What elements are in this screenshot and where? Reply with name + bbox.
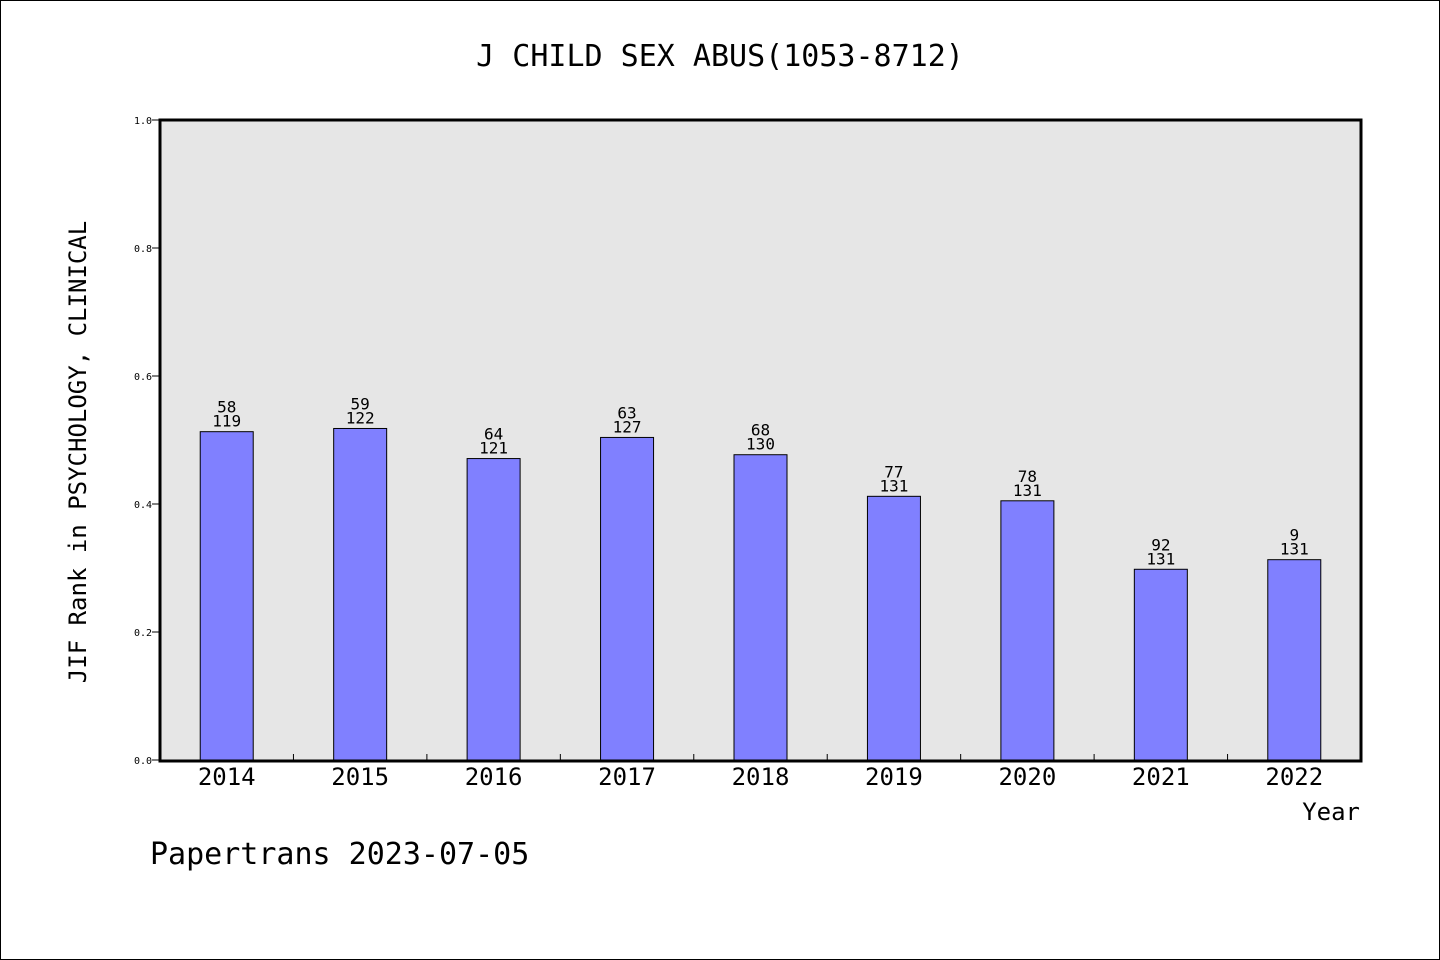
bar-2017 [600,436,655,761]
bar-total-label-2018: 130 [746,435,775,454]
bar-2022 [1267,559,1322,761]
x-tick-label-2018: 2018 [732,763,790,791]
bar-rank-label-2016: 64 [484,425,503,444]
bar-rank-label-2021: 92 [1151,535,1170,554]
bar-total-label-2021: 131 [1146,549,1175,568]
x-tick-label-2021: 2021 [1132,763,1190,791]
bar-rank-label-2020: 78 [1018,467,1037,486]
bar-rank-label-2019: 77 [884,462,903,481]
y-axis-label: JIF Rank in PSYCHOLOGY, CLINICAL [64,221,92,683]
bar-2014 [199,431,254,761]
chart-title: J CHILD SEX ABUS(1053-8712) [476,39,964,74]
bar-total-label-2022: 131 [1280,540,1309,559]
x-tick-label-2017: 2017 [598,763,656,791]
bar-total-label-2016: 121 [479,439,508,458]
y-tick-label: 0.0 [134,756,152,767]
y-tick-label: 0.6 [134,372,152,383]
bar-2020 [1000,500,1055,761]
y-tick-label: 1.0 [134,116,152,127]
bar-rank-label-2014: 58 [217,398,236,417]
bar-total-label-2014: 119 [212,412,241,431]
x-tick-label-2015: 2015 [331,763,389,791]
y-tick-label: 0.4 [134,500,152,511]
bar-rank-label-2015: 59 [351,394,370,413]
bar-2018 [733,454,788,761]
bar-rank-label-2022: 9 [1289,526,1299,545]
x-tick-label-2014: 2014 [198,763,256,791]
bar-rank-label-2018: 68 [751,421,770,440]
bar-2016 [466,458,521,761]
bar-total-label-2019: 131 [879,476,908,495]
x-axis-label: Year [1302,798,1360,826]
y-ticks-group: 0.0 0.2 0.4 0.6 0.8 1.0 [134,116,160,767]
bar-total-label-2020: 131 [1013,481,1042,500]
bar-2021 [1133,568,1188,761]
x-tick-label-2020: 2020 [998,763,1056,791]
footer-text: Papertrans 2023-07-05 [150,837,529,872]
bar-total-label-2017: 127 [613,417,642,436]
x-tick-label-2016: 2016 [465,763,523,791]
bar-total-label-2015: 122 [346,408,375,427]
bar-rank-label-2017: 63 [617,403,636,422]
plot-border [158,118,1363,763]
y-tick-label: 0.2 [134,628,152,639]
x-tick-label-2022: 2022 [1265,763,1323,791]
bar-2019 [866,495,921,761]
x-tick-label-2019: 2019 [865,763,923,791]
bar-2015 [333,427,388,761]
y-tick-label: 0.8 [134,244,152,255]
x-ticks-group: 2014 2015 2016 2017 2018 2019 2020 2021 2022 [198,754,1323,791]
